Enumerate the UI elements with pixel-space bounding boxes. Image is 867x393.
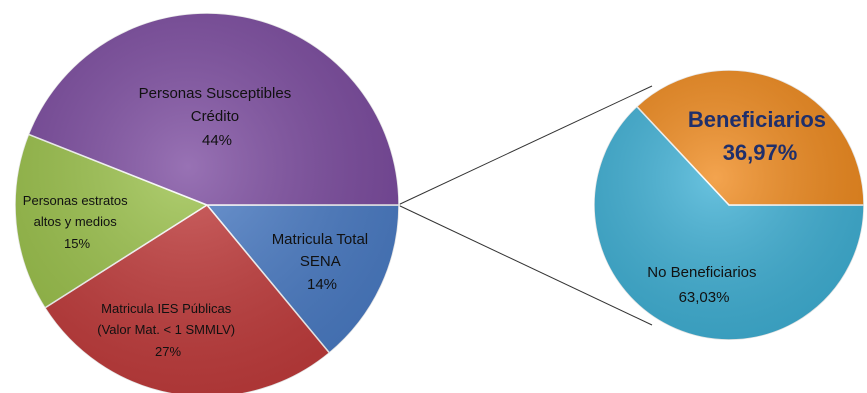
slice-label-line: Beneficiarios (688, 107, 826, 132)
slice-label-line: (Valor Mat. < 1 SMMLV) (97, 322, 235, 337)
slice-label-matricula-ies: Matricula IES Públicas (Valor Mat. < 1 S… (97, 301, 238, 359)
slice-label-line: Personas estratos (23, 193, 128, 208)
slice-percent: 36,97% (723, 140, 798, 165)
slice-label-line: Matricula IES Públicas (101, 301, 232, 316)
slice-percent: 63,03% (679, 289, 730, 306)
slice-label-beneficiarios: Beneficiarios 36,97% (688, 107, 832, 165)
slice-percent: 27% (155, 344, 181, 359)
slice-label-line: altos y medios (34, 214, 118, 229)
secondary-pie-labels: Beneficiarios 36,97% No Beneficiarios 63… (647, 107, 832, 306)
slice-percent: 14% (307, 276, 337, 293)
slice-label-personas-susceptibles: Personas Susceptibles Crédito 44% (139, 85, 296, 149)
slice-label-no-beneficiarios: No Beneficiarios 63,03% (647, 264, 760, 306)
slice-percent: 44% (202, 132, 232, 149)
slice-label-line: Personas Susceptibles (139, 85, 292, 102)
slice-label-line: Crédito (191, 108, 239, 125)
slice-label-line: SENA (300, 253, 341, 270)
slice-label-line: No Beneficiarios (647, 264, 756, 281)
slice-label-line: Matricula Total (272, 231, 368, 248)
slice-percent: 15% (64, 236, 90, 251)
main-pie-labels: Personas Susceptibles Crédito 44% Matric… (23, 85, 373, 359)
slice-label-personas-estratos: Personas estratos altos y medios 15% (23, 193, 131, 251)
slice-label-matricula-sena: Matricula Total SENA 14% (272, 231, 373, 293)
